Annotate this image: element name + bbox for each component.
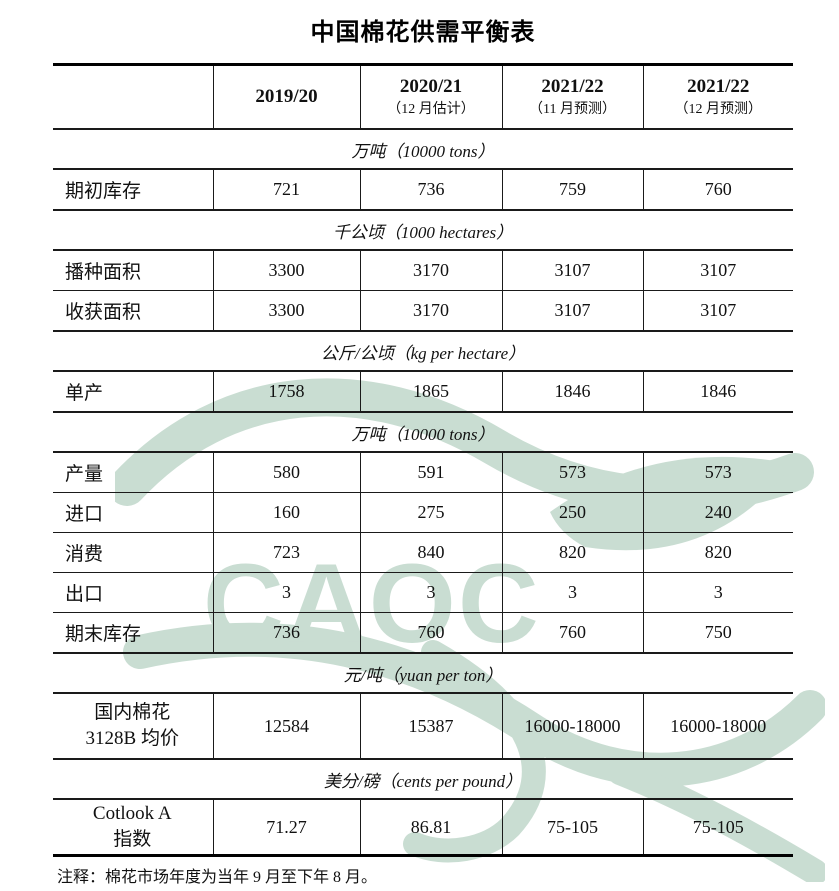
cell-value: 3170: [359, 249, 502, 291]
row-exports: 出口 3 3 3 3: [53, 572, 793, 613]
header-empty-cell: [53, 64, 213, 130]
header-year: 2019/20: [255, 86, 318, 108]
cell-value: 3107: [501, 249, 643, 291]
unit-label: 美分/磅（cents per pound）: [53, 758, 793, 800]
cell-value: 1846: [501, 370, 643, 412]
row-domestic-price: 国内棉花 3128B 均价 12584 15387 16000-18000 16…: [53, 692, 793, 759]
row-label: 出口: [53, 572, 213, 613]
cell-value: 760: [359, 612, 502, 653]
cell-value: 721: [212, 168, 360, 210]
row-label: 国内棉花 3128B 均价: [53, 692, 213, 759]
cell-value: 759: [501, 168, 643, 210]
row-label: 期初库存: [53, 168, 213, 210]
row-beginning-stocks: 期初库存 721 736 759 760: [53, 168, 793, 210]
row-label: 期末库存: [53, 612, 213, 653]
cell-value: 750: [642, 612, 793, 653]
cell-value: 3: [642, 572, 793, 613]
cell-value: 3: [359, 572, 502, 613]
cell-value: 3300: [212, 290, 360, 331]
cell-value: 71.27: [212, 798, 360, 856]
cell-value: 16000-18000: [642, 692, 793, 759]
cell-value: 1758: [212, 370, 360, 412]
cell-value: 250: [501, 492, 643, 533]
cell-value: 3107: [642, 249, 793, 291]
cell-value: 240: [642, 492, 793, 533]
header-subnote: （12 月估计）: [387, 101, 475, 117]
cell-value: 3300: [212, 249, 360, 291]
header-2020-21: 2020/21 （12 月估计）: [359, 64, 502, 130]
cell-value: 3107: [501, 290, 643, 331]
row-ending-stocks: 期末库存 736 760 760 750: [53, 612, 793, 653]
row-yield: 单产 1758 1865 1846 1846: [53, 370, 793, 412]
row-imports: 进口 160 275 250 240: [53, 492, 793, 533]
unit-row-cents-per-pound: 美分/磅（cents per pound）: [53, 758, 793, 800]
header-subnote: （11 月预测）: [529, 101, 616, 117]
cell-value: 760: [501, 612, 643, 653]
row-label: 收获面积: [53, 290, 213, 331]
row-label: Cotlook A 指数: [53, 798, 213, 856]
row-label-line1: Cotlook A: [92, 803, 172, 825]
cell-value: 573: [501, 451, 643, 493]
header-row: 2019/20 2020/21 （12 月估计） 2021/22 （11 月预测…: [53, 64, 793, 130]
unit-label: 公斤/公顷（kg per hectare）: [53, 330, 793, 372]
unit-row-tons-1: 万吨（10000 tons）: [53, 128, 793, 170]
unit-row-tons-2: 万吨（10000 tons）: [53, 411, 793, 453]
unit-label: 元/吨（yuan per ton）: [53, 652, 793, 694]
row-label: 单产: [53, 370, 213, 412]
cell-value: 75-105: [501, 798, 643, 856]
cell-value: 820: [501, 532, 643, 573]
cell-value: 1846: [642, 370, 793, 412]
header-2021-22-dec: 2021/22 （12 月预测）: [642, 64, 793, 130]
cell-value: 3107: [642, 290, 793, 331]
cell-value: 591: [359, 451, 502, 493]
page-title: 中国棉花供需平衡表: [310, 19, 536, 46]
row-label-line2: 3128B 均价: [85, 728, 179, 749]
row-label-line1: 国内棉花: [94, 702, 171, 724]
cell-value: 275: [359, 492, 502, 533]
row-label-line2: 指数: [113, 829, 152, 850]
cell-value: 820: [642, 532, 793, 573]
cell-value: 3: [501, 572, 643, 613]
unit-row-kg-per-hectare: 公斤/公顷（kg per hectare）: [53, 330, 793, 372]
unit-row-hectares: 千公顷（1000 hectares）: [53, 209, 793, 251]
row-label: 产量: [53, 451, 213, 493]
header-2021-22-nov: 2021/22 （11 月预测）: [501, 64, 643, 130]
header-year: 2020/21: [399, 76, 463, 98]
cell-value: 723: [212, 532, 360, 573]
footnote: 注释：棉花市场年度为当年 9 月至下年 8 月。: [57, 869, 378, 886]
row-label: 播种面积: [53, 249, 213, 291]
row-harvested-area: 收获面积 3300 3170 3107 3107: [53, 290, 793, 331]
cell-value: 160: [212, 492, 360, 533]
cell-value: 760: [642, 168, 793, 210]
row-production: 产量 580 591 573 573: [53, 451, 793, 493]
cotton-balance-table: 2019/20 2020/21 （12 月估计） 2021/22 （11 月预测…: [53, 63, 793, 857]
row-cotlook-index: Cotlook A 指数 71.27 86.81 75-105 75-105: [53, 798, 793, 856]
cell-value: 86.81: [359, 798, 502, 856]
row-planted-area: 播种面积 3300 3170 3107 3107: [53, 249, 793, 291]
header-year: 2021/22: [541, 76, 604, 98]
cell-value: 75-105: [642, 798, 793, 856]
unit-label: 万吨（10000 tons）: [53, 128, 793, 170]
cell-value: 16000-18000: [501, 692, 643, 759]
cell-value: 736: [359, 168, 502, 210]
cell-value: 573: [642, 451, 793, 493]
unit-label: 千公顷（1000 hectares）: [53, 209, 793, 251]
cell-value: 840: [359, 532, 502, 573]
row-label: 消费: [53, 532, 213, 573]
cell-value: 736: [212, 612, 360, 653]
header-2019-20: 2019/20: [212, 64, 360, 130]
cell-value: 15387: [359, 692, 502, 759]
cell-value: 12584: [212, 692, 360, 759]
cell-value: 3: [212, 572, 360, 613]
cell-value: 3170: [359, 290, 502, 331]
unit-row-yuan-per-ton: 元/吨（yuan per ton）: [53, 652, 793, 694]
header-subnote: （12 月预测）: [674, 101, 763, 117]
cell-value: 580: [212, 451, 360, 493]
unit-label: 万吨（10000 tons）: [53, 411, 793, 453]
row-consumption: 消费 723 840 820 820: [53, 532, 793, 573]
header-year: 2021/22: [687, 76, 750, 98]
row-label: 进口: [53, 492, 213, 533]
cell-value: 1865: [359, 370, 502, 412]
